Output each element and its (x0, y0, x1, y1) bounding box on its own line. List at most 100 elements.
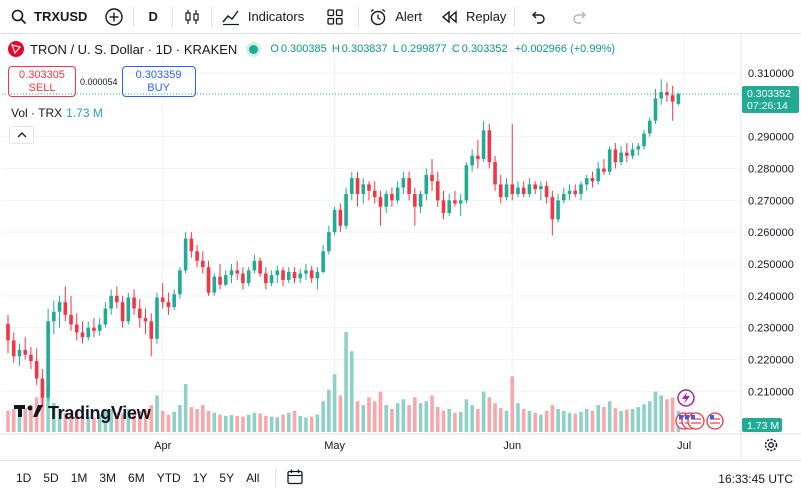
volume-bar (584, 408, 589, 432)
candle-body (103, 308, 108, 325)
candle-body (550, 197, 555, 220)
volume-bar (544, 410, 549, 432)
candle-body (235, 270, 239, 274)
sell-button[interactable]: 0.303305 SELL (8, 66, 76, 97)
candle-body (92, 327, 96, 331)
chart-type-button[interactable] (173, 0, 211, 34)
range-1y[interactable]: 1Y (192, 471, 208, 485)
candle-body (430, 174, 434, 182)
buy-button[interactable]: 0.303359 BUY (121, 66, 196, 97)
volume-bar (670, 397, 675, 432)
candle-body (286, 271, 291, 280)
replay-label: Replay (465, 9, 507, 24)
candle-body (350, 178, 354, 194)
toolbar-divider (133, 6, 135, 27)
volume-bar (57, 408, 62, 432)
volume-legend[interactable]: Vol · TRX 1.73 M (11, 106, 103, 120)
volume-bar (11, 408, 16, 432)
compare-button[interactable] (95, 0, 133, 34)
buy-label: BUY (147, 82, 170, 94)
layouts-button[interactable] (312, 0, 358, 34)
toolbar-divider (514, 6, 516, 27)
range-1d[interactable]: 1D (16, 471, 32, 485)
candle-body (132, 297, 136, 309)
events-group[interactable] (675, 389, 724, 430)
candle-body (309, 270, 314, 279)
x-tick-label: Apr (154, 440, 171, 452)
candle-body (29, 354, 33, 362)
alert-button[interactable]: Alert (359, 0, 430, 34)
volume-bar (407, 405, 411, 432)
low-value: 0.299877 (400, 43, 447, 55)
price-chart[interactable]: 0.210000 0.220000 0.230000 0.240000 0.250000… (0, 34, 801, 460)
chart-settings-button[interactable] (763, 437, 779, 458)
interval-button[interactable]: D (134, 0, 171, 34)
utc-clock[interactable]: 16:33:45 UTC (718, 472, 793, 486)
x-tick-label: Jul (677, 440, 691, 452)
redo-button[interactable] (561, 0, 599, 34)
volume-bar (103, 410, 108, 432)
volume-bar (372, 401, 377, 432)
volume-bar (149, 405, 154, 432)
candle-body (160, 297, 165, 303)
volume-bar (206, 410, 211, 432)
volume-bar (298, 415, 303, 432)
lightning-bolt-icon (682, 392, 690, 404)
y-tick-label: 0.280000 (748, 163, 794, 175)
volume-bar (613, 408, 618, 432)
replay-button[interactable]: Replay (430, 0, 514, 34)
volume-bar (384, 405, 388, 432)
bottom-toolbar: 1D 5D 1M 3M 6M YTD 1Y 5Y All 16:33:45 UT… (0, 460, 801, 495)
flag-canton (691, 415, 695, 419)
x-tick-label: May (324, 440, 345, 452)
range-5y[interactable]: 5Y (219, 471, 235, 485)
volume-bar (63, 412, 68, 432)
symbol-title[interactable]: TRON / U. S. Dollar · 1D · KRAKEN (30, 41, 238, 57)
change-value: +0.002966 (+0.99%) (514, 43, 616, 55)
volume-bar (579, 412, 583, 432)
us-flag-icon (687, 412, 705, 430)
candle-body (642, 133, 646, 147)
indicators-button[interactable]: Indicators (212, 0, 312, 34)
range-1m[interactable]: 1M (70, 471, 88, 485)
volume-bar (630, 408, 635, 432)
candle-body (435, 181, 440, 201)
range-3m[interactable]: 3M (99, 471, 117, 485)
volume-bar (132, 412, 136, 432)
range-5d[interactable]: 5D (43, 471, 59, 485)
volume-bar (338, 395, 343, 432)
volume-bar (92, 417, 96, 432)
volume-bar (447, 408, 452, 432)
candle-body (212, 276, 217, 293)
open-value: 0.300385 (280, 43, 327, 55)
range-ytd[interactable]: YTD (156, 471, 181, 485)
range-all[interactable]: All (246, 471, 260, 485)
candle-body (23, 349, 27, 355)
candle-body (201, 260, 205, 268)
candle-body (413, 193, 417, 207)
candle-body (80, 332, 85, 338)
undo-button[interactable] (515, 0, 561, 34)
alert-label: Alert (395, 9, 422, 24)
candle-body (418, 193, 423, 207)
volume-bar (252, 412, 257, 432)
ohlc-values: O 0.300385 H 0.303837 L 0.299877 C 0.303352 … (270, 43, 617, 55)
date-range-button[interactable] (286, 468, 304, 489)
volume-bar (642, 404, 646, 432)
candle-body (619, 152, 623, 163)
volume-last-tag (742, 418, 782, 432)
collapse-legend-button[interactable] (9, 126, 34, 144)
volume-bar (46, 385, 50, 432)
candle-body (493, 162, 497, 185)
grid-icon (324, 6, 346, 28)
symbol-search[interactable]: TRXUSD (0, 0, 95, 34)
range-6m[interactable]: 6M (128, 471, 145, 485)
close-value: 0.303352 (461, 43, 508, 55)
spread-value: 0.000054 (80, 76, 118, 87)
candle-body (137, 308, 142, 319)
candle-body (447, 200, 452, 214)
volume-bar (498, 408, 503, 432)
volume-bar (430, 395, 434, 432)
volume-bar (596, 405, 600, 432)
volume-bar (178, 405, 182, 432)
